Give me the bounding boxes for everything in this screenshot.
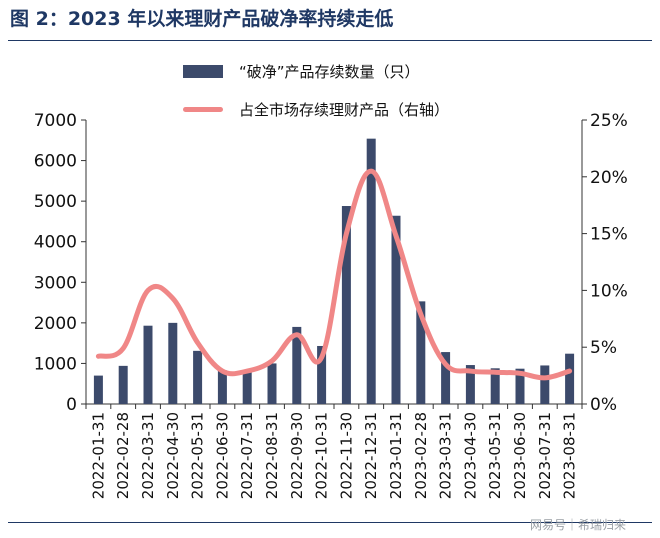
legend-line-swatch <box>183 107 223 112</box>
x-tick-label: 2023-02-28 <box>412 412 430 499</box>
right-tick-label: 25% <box>590 111 628 131</box>
line-series <box>95 168 573 381</box>
x-tick-label: 2022-06-30 <box>213 412 231 499</box>
right-tick-label: 0% <box>590 395 617 415</box>
x-tick-label: 2023-01-31 <box>387 412 405 499</box>
left-tick-label: 3000 <box>34 273 77 293</box>
left-tick-label: 0 <box>66 395 77 415</box>
bar <box>366 138 376 405</box>
series-line <box>95 168 573 381</box>
bar <box>416 301 426 404</box>
x-tick-label: 2022-05-31 <box>189 412 207 499</box>
x-tick-label: 2023-08-31 <box>561 412 579 499</box>
x-tick-label: 2022-10-31 <box>313 412 331 499</box>
x-tick-label: 2022-09-30 <box>288 412 306 499</box>
x-tick-label: 2023-07-31 <box>536 412 554 499</box>
bottom-divider <box>8 522 652 523</box>
bar <box>441 352 451 404</box>
bar <box>317 345 327 404</box>
x-tick-label: 2022-08-31 <box>263 412 281 499</box>
legend-bar-swatch <box>183 65 223 78</box>
x-tick-label: 2022-11-30 <box>337 412 355 499</box>
right-tick-label: 10% <box>590 281 628 301</box>
left-axis: 0 1000 2000 3000 4000 5000 6000 7000 <box>34 111 87 415</box>
right-tick-label: 15% <box>590 225 628 245</box>
bar <box>168 322 178 404</box>
bar <box>465 365 475 404</box>
watermark: 网易号｜希瑞归来 <box>530 518 627 532</box>
x-tick-label: 2022-02-28 <box>114 412 132 499</box>
bar <box>292 326 302 404</box>
right-tick-label: 20% <box>590 168 628 188</box>
chart-title: 图 2：2023 年以来理财产品破净率持续走低 <box>10 8 394 30</box>
bar <box>515 368 525 404</box>
bar <box>490 368 500 404</box>
bar <box>341 206 351 404</box>
x-tick-label: 2023-05-31 <box>486 412 504 499</box>
x-tick-label: 2022-07-31 <box>238 412 256 499</box>
bar <box>217 370 227 404</box>
bar <box>540 365 550 404</box>
legend-line-entry: 占全市场存续理财产品（右轴） <box>183 99 449 120</box>
bar-series <box>93 138 575 405</box>
bar <box>143 325 153 404</box>
left-tick-label: 5000 <box>34 192 77 212</box>
bar <box>193 350 203 404</box>
title-divider <box>8 40 652 41</box>
right-tick-label: 5% <box>590 338 617 358</box>
bar <box>267 363 277 404</box>
x-tick-label: 2023-04-30 <box>461 412 479 499</box>
bar <box>93 375 103 404</box>
left-tick-label: 4000 <box>34 233 77 253</box>
bar <box>118 365 128 404</box>
bar <box>565 353 575 404</box>
x-tick-label: 2022-01-31 <box>89 412 107 499</box>
bar <box>242 370 252 404</box>
legend-bar-entry: “破净”产品存续数量（只） <box>183 61 420 82</box>
x-tick-label: 2022-03-31 <box>139 412 157 499</box>
x-axis: 2022-01-31 2022-02-28 2022-03-31 2022-04-30… <box>85 403 583 499</box>
left-tick-label: 2000 <box>34 314 77 334</box>
x-tick-label: 2022-12-31 <box>362 412 380 499</box>
x-tick-label: 2023-06-30 <box>511 412 529 499</box>
left-tick-label: 1000 <box>34 354 77 374</box>
left-tick-label: 7000 <box>34 111 77 131</box>
bar <box>391 215 401 404</box>
right-axis: 0% 5% 10% 15% 20% 25% <box>581 111 628 415</box>
legend-bar-label: “破净”产品存续数量（只） <box>239 63 420 81</box>
left-tick-label: 6000 <box>34 152 77 172</box>
x-tick-label: 2022-04-30 <box>164 412 182 499</box>
x-tick-label: 2023-03-31 <box>437 412 455 499</box>
legend-line-label: 占全市场存续理财产品（右轴） <box>239 101 450 119</box>
